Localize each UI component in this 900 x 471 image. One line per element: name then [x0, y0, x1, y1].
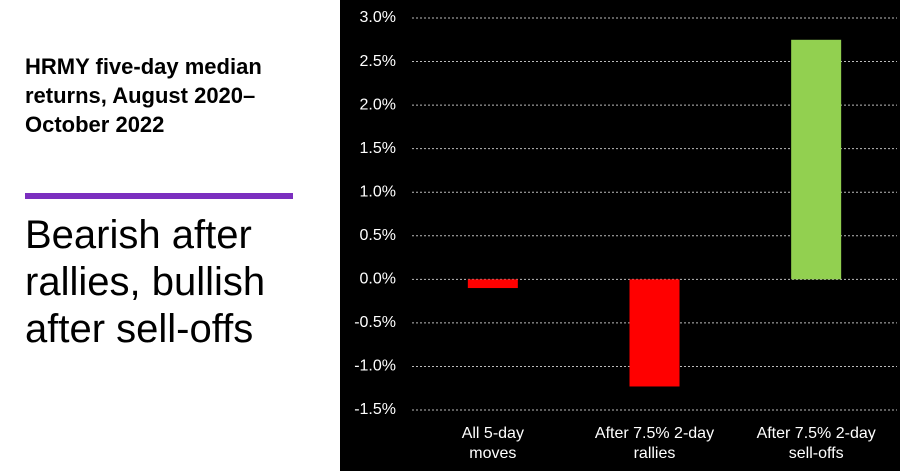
chart-area: -1.5% -1.0% -0.5% 0.0% 0.5% 1.0% 1.5% 2.0% 2.5% 3…: [340, 0, 900, 471]
y-tick-label: -1.5%: [354, 401, 396, 418]
x-tick-label: After 7.5% 2-day rallies: [594, 425, 715, 462]
bar: [791, 39, 842, 280]
y-tick-label: -1.0%: [354, 358, 396, 375]
chart-title: HRMY five-day median returns, August 202…: [25, 54, 262, 137]
x-tick-label: All 5-day moves: [461, 425, 524, 462]
side-panel: HRMY five-day median returns, August 202…: [0, 0, 340, 471]
y-tick-label: 0.5%: [360, 227, 396, 244]
x-tick-label: After 7.5% 2-day sell-offs: [756, 425, 876, 462]
bar: [629, 279, 680, 387]
y-tick-label: 1.0%: [360, 183, 396, 200]
chart-subtitle: Bearish after rallies, bullish after sel…: [25, 213, 266, 351]
y-tick-label: 2.5%: [360, 53, 396, 70]
y-tick-label: 1.5%: [360, 140, 396, 157]
y-tick-label: -0.5%: [354, 314, 396, 331]
y-tick-label: 0.0%: [360, 271, 396, 288]
chart: -1.5% -1.0% -0.5% 0.0% 0.5% 1.0% 1.5% 2.0% 2.5% 3…: [354, 9, 897, 418]
bar: [467, 279, 518, 289]
y-tick-label: 3.0%: [360, 9, 396, 26]
y-tick-label: 2.0%: [360, 96, 396, 113]
divider: [25, 193, 293, 199]
